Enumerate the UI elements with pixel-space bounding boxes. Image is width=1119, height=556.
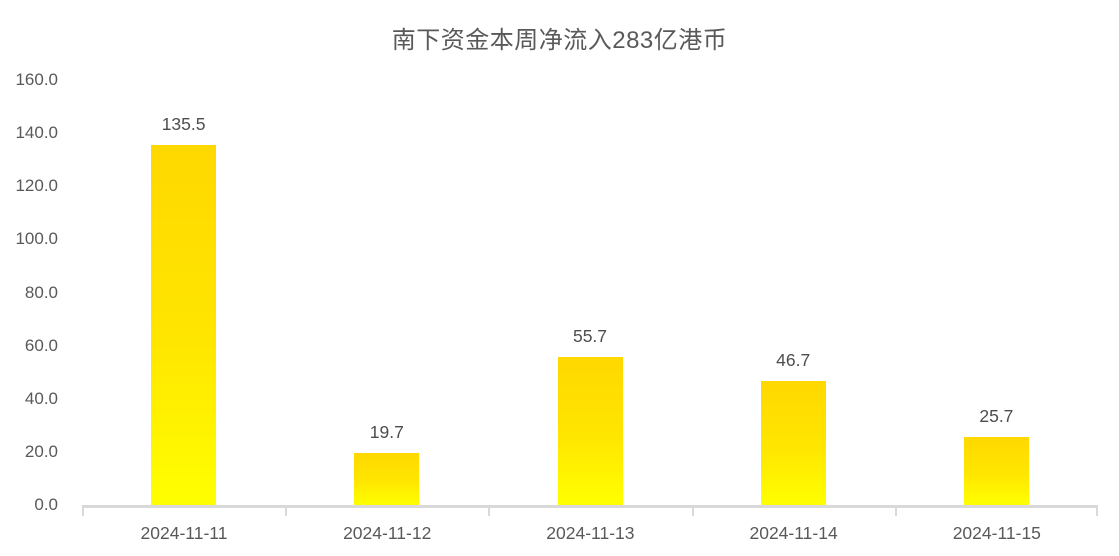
x-tick-label: 2024-11-11	[140, 523, 228, 543]
x-axis-tick	[285, 508, 288, 516]
y-tick-label: 60.0	[24, 335, 58, 355]
x-axis-line	[82, 505, 1098, 508]
x-tick-label: 2024-11-14	[749, 523, 838, 543]
y-tick-label: 100.0	[15, 229, 58, 249]
y-tick-label: 120.0	[15, 176, 58, 196]
bar-value-label: 55.7	[572, 326, 608, 347]
x-axis-tick	[894, 508, 897, 516]
y-tick-label: 80.0	[24, 282, 58, 302]
bar-value-label: 135.5	[161, 114, 206, 135]
bar	[963, 436, 1029, 505]
x-tick-label: 2024-11-13	[546, 523, 635, 543]
y-tick-label: 140.0	[15, 123, 58, 143]
bar	[354, 452, 420, 505]
bar-value-label: 19.7	[369, 421, 404, 442]
plot-area	[82, 80, 1098, 516]
x-axis-tick	[488, 508, 491, 516]
bar	[760, 380, 826, 505]
bar	[151, 145, 217, 505]
y-tick-label: 40.0	[24, 388, 58, 408]
x-tick-label: 2024-11-12	[343, 523, 432, 543]
bar-value-label: 46.7	[776, 349, 811, 370]
x-axis-tick	[1096, 508, 1098, 516]
chart-title: 南下资金本周净流入283亿港币	[391, 27, 728, 54]
bar-value-label: 25.7	[979, 405, 1014, 426]
x-tick-label: 2024-11-15	[952, 523, 1041, 543]
bar	[557, 357, 623, 505]
y-tick-label: 20.0	[24, 441, 58, 461]
y-tick-label: 160.0	[15, 70, 58, 89]
x-axis-tick	[82, 508, 84, 516]
x-axis-tick	[691, 508, 694, 516]
y-tick-label: 0.0	[34, 495, 58, 514]
